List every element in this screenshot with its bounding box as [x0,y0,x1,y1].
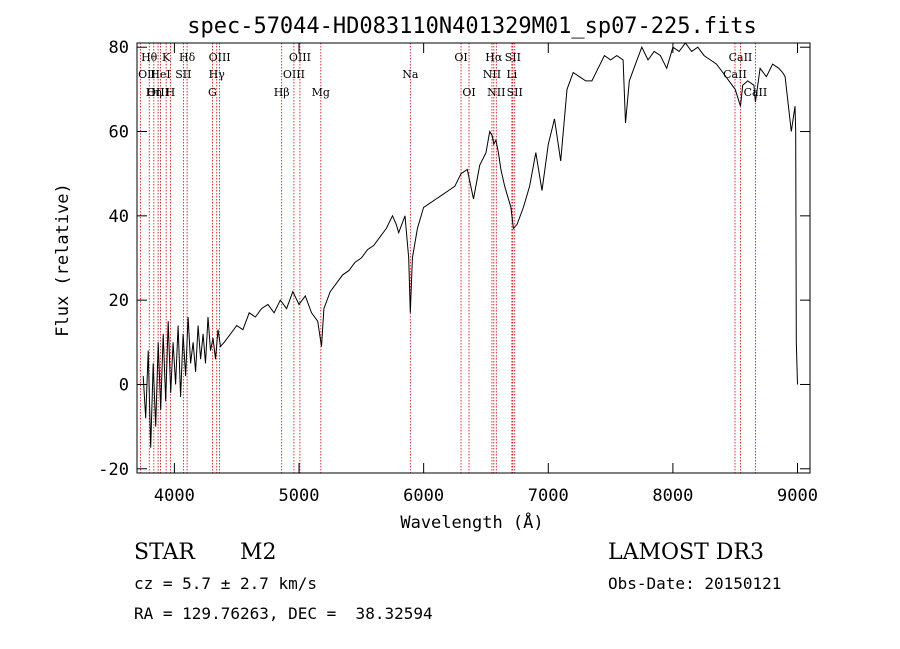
y-tick-label-1: 0 [119,375,129,395]
y-tick-label-3: 40 [109,207,129,227]
object-type: STAR [134,540,195,565]
line-label-23: NII [487,86,505,99]
obs-date: Obs-Date: 20150121 [608,574,782,593]
coordinates: RA = 129.76263, DEC = 38.32594 [134,604,433,623]
line-label-21: NII [483,68,501,81]
y-axis: -20 0 20 40 60 80 [98,38,810,480]
x-tick-label-3: 7000 [528,486,569,506]
plot-frame [136,42,811,474]
line-label-22: Li [506,68,517,81]
line-label-0: Hθ [141,51,158,64]
line-label-24: SII [507,86,523,99]
line-label-15: Mg [312,86,330,99]
y-tick-label-2: 20 [109,291,129,311]
survey-name: LAMOST DR3 [608,540,764,565]
subclass: M2 [240,540,277,565]
chart-title: spec-57044-HD083110N401329M01_sp07-225.f… [187,14,757,39]
line-label-25: CaII [729,51,753,64]
spectrum-line [142,42,798,448]
line-markers [139,43,756,473]
line-label-17: OI [454,51,467,64]
x-tick-label-0: 4000 [154,486,195,506]
line-label-19: Hα [485,51,503,64]
x-axis-label: Wavelength (Å) [400,511,543,533]
x-tick-label-4: 8000 [652,486,693,506]
y-axis-label: Flux (relative) [53,183,73,337]
line-label-26: CaII [723,68,747,81]
line-label-3: K [162,51,171,64]
line-label-13: OIII [283,68,305,81]
line-label-20: SII [505,51,521,64]
line-label-4: HeI [150,68,170,81]
line-label-8: H [166,86,176,99]
y-tick-label-0: -20 [98,460,129,480]
line-label-10: Hγ [209,68,226,81]
line-label-11: G [208,86,217,99]
line-label-2: OIII [147,86,169,99]
line-label-27: CaII [744,86,768,99]
line-label-18: OI [462,86,475,99]
line-label-6: Hδ [179,51,196,64]
redshift-cz: cz = 5.7 ± 2.7 km/s [134,574,318,593]
line-label-16: Na [402,68,419,81]
x-tick-label-5: 9000 [777,486,818,506]
line-label-1: OII [138,68,156,81]
line-label-9: OIII [209,51,231,64]
line-label-12: OIII [289,51,311,64]
x-tick-label-2: 6000 [403,486,444,506]
y-tick-label-4: 60 [109,123,129,143]
x-tick-label-1: 5000 [279,486,320,506]
line-label-14: Hβ [274,86,290,99]
y-tick-label-5: 80 [109,38,129,58]
x-axis: 4000 5000 6000 7000 8000 9000 [154,43,818,506]
line-label-7: SII [175,68,191,81]
line-label-5: Hη [146,86,162,99]
